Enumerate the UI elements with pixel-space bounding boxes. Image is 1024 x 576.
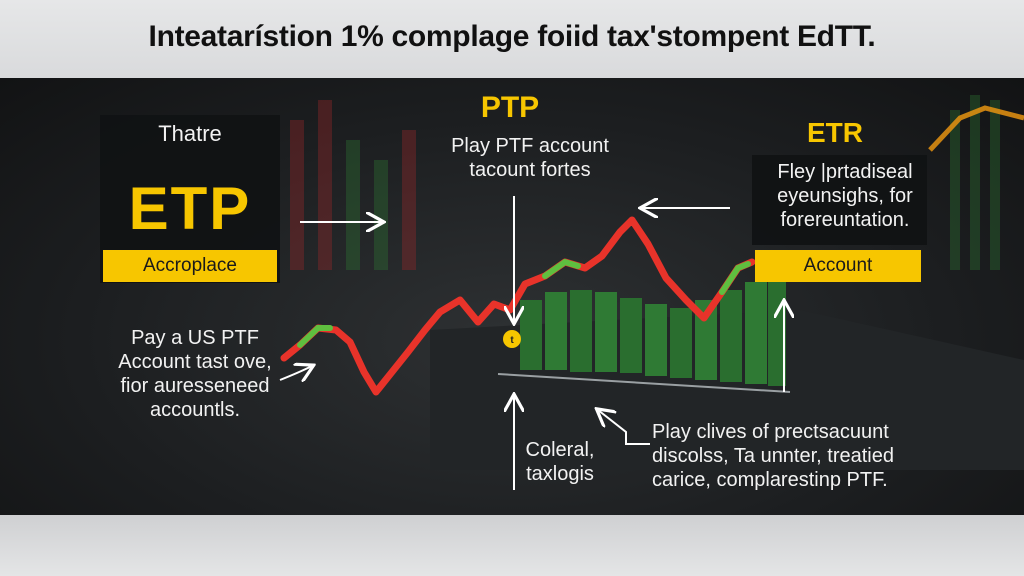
center-panel-heading: PTP [480,91,540,124]
left-note-line: Account tast ove, [118,351,272,373]
bar-baseline [497,373,791,393]
left-panel-tag: Accroplace [103,250,277,282]
price-line-green-segment-3 [719,261,751,295]
center-right-note: Play clives of prectsacuunt discolss, Ta… [652,420,922,492]
center-right-note-line: Play clives of prectsacuunt [652,421,889,443]
center-subtitle-line: Play PTF account [451,135,609,157]
left-note-line: Pay a US PTF [131,327,259,349]
title-banner [0,0,1024,78]
center-right-note-line: carice, complarestinp PTF. [652,469,888,491]
price-line-green-segment-2 [542,258,581,279]
right-panel-desc: Fley |prtadiseal eyeunsighs, for forereu… [760,160,930,232]
center-subtitle-line: tacount fortes [469,159,591,181]
center-right-note-line: discolss, Ta unnter, treatied [652,445,894,467]
left-note: Pay a US PTF Account tast ove, fior aure… [100,326,290,422]
green-bars [520,276,786,386]
arrow-note-to-bars [598,410,650,445]
arrow-left-note-curve [279,366,312,380]
right-panel-heading: ETR [807,117,863,148]
left-note-line: fior auresseneed [120,375,270,397]
center-bottom-note-line: Coleral, [525,439,595,461]
left-panel-big-label: ETP [128,175,252,242]
marker-dot-label: t [510,335,514,346]
left-note-line: accountls. [149,399,241,421]
center-bottom-note-line: taxlogis [526,463,594,485]
background-market-bars [290,95,1000,270]
background-orange-line [928,105,1024,152]
right-panel-tag: Account [755,250,921,282]
page-title: Inteatarístion 1% complage foiid tax'sto… [148,20,876,53]
right-desc-line: forereuntation. [780,209,910,231]
bottom-keyboard-band [0,515,1024,576]
price-line-green-segment-1 [297,325,333,348]
center-bottom-note: Coleral, taxlogis [500,438,620,486]
left-panel-heading: Thatre [158,121,222,146]
right-desc-line: Fley |prtadiseal [777,161,913,183]
right-panel-box [752,155,927,245]
marker-dot [503,330,521,348]
right-desc-line: eyeunsighs, for [777,185,913,207]
center-subtitle: Play PTF account tacount fortes [420,134,640,182]
